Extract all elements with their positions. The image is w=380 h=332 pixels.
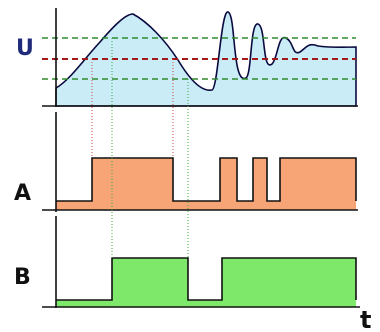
signal-a-pulse — [280, 158, 356, 201]
signal-a-waveform — [56, 157, 357, 202]
signal-a-label: A — [14, 181, 31, 206]
signal-b-pulse — [222, 258, 356, 300]
signal-a-panel: A — [14, 112, 358, 212]
signal-b-pulse — [112, 258, 188, 300]
signal-b-label: B — [14, 265, 31, 290]
time-axis-label: t — [360, 306, 371, 332]
signal-a-pulse — [220, 158, 237, 201]
signal-u-area — [55, 11, 357, 107]
signal-b-low-fill — [56, 300, 356, 307]
signal-u-label: U — [16, 36, 34, 61]
signal-b-panel: B t — [14, 216, 371, 332]
signal-u-panel: U — [16, 8, 358, 107]
signal-b-waveform — [56, 257, 357, 301]
signal-a-pulse — [92, 158, 173, 201]
signal-a-pulse — [253, 158, 267, 201]
crossing-guides — [91, 38, 189, 258]
signal-a-low-fill — [56, 201, 356, 210]
